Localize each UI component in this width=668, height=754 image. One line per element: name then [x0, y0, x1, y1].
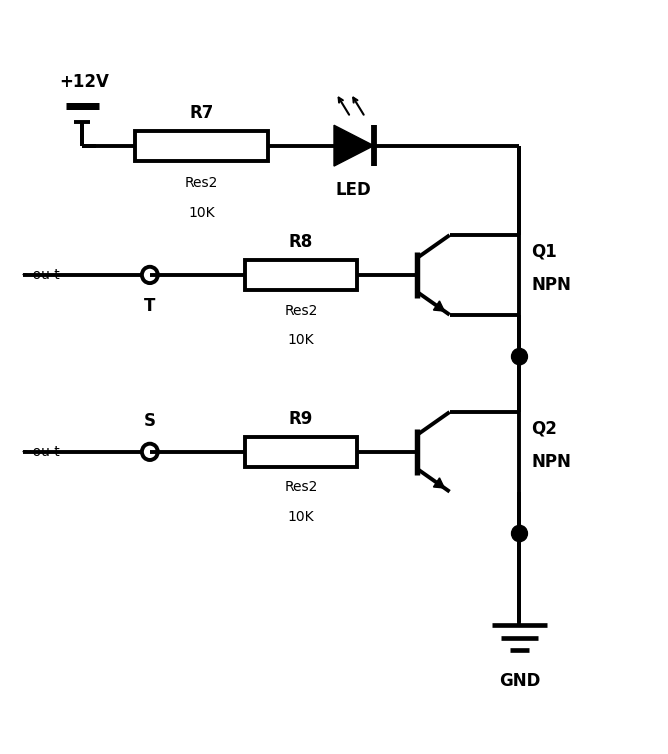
Text: NPN: NPN — [532, 453, 571, 471]
Text: Res2: Res2 — [284, 480, 317, 495]
Text: Res2: Res2 — [185, 176, 218, 190]
Text: LED: LED — [336, 181, 372, 199]
Text: T: T — [144, 297, 156, 314]
Text: NPN: NPN — [532, 276, 571, 294]
Text: 10K: 10K — [287, 510, 314, 524]
Text: Q1: Q1 — [532, 242, 557, 260]
Circle shape — [512, 526, 528, 541]
Bar — [244, 260, 357, 290]
Text: R8: R8 — [289, 233, 313, 251]
Polygon shape — [434, 301, 444, 311]
Text: 10K: 10K — [287, 333, 314, 347]
Bar — [135, 130, 268, 161]
Text: +12V: +12V — [59, 73, 109, 91]
Circle shape — [512, 348, 528, 365]
Text: Res2: Res2 — [284, 304, 317, 317]
Bar — [244, 437, 357, 467]
Polygon shape — [434, 478, 444, 488]
Text: ~ou t: ~ou t — [21, 445, 60, 459]
Text: Q2: Q2 — [532, 419, 557, 437]
Text: R9: R9 — [289, 410, 313, 428]
Text: S: S — [144, 412, 156, 430]
Text: GND: GND — [499, 673, 540, 691]
Text: 10K: 10K — [188, 206, 215, 219]
Text: ~ou t: ~ou t — [21, 268, 60, 282]
Polygon shape — [334, 125, 374, 166]
Text: R7: R7 — [189, 104, 214, 122]
